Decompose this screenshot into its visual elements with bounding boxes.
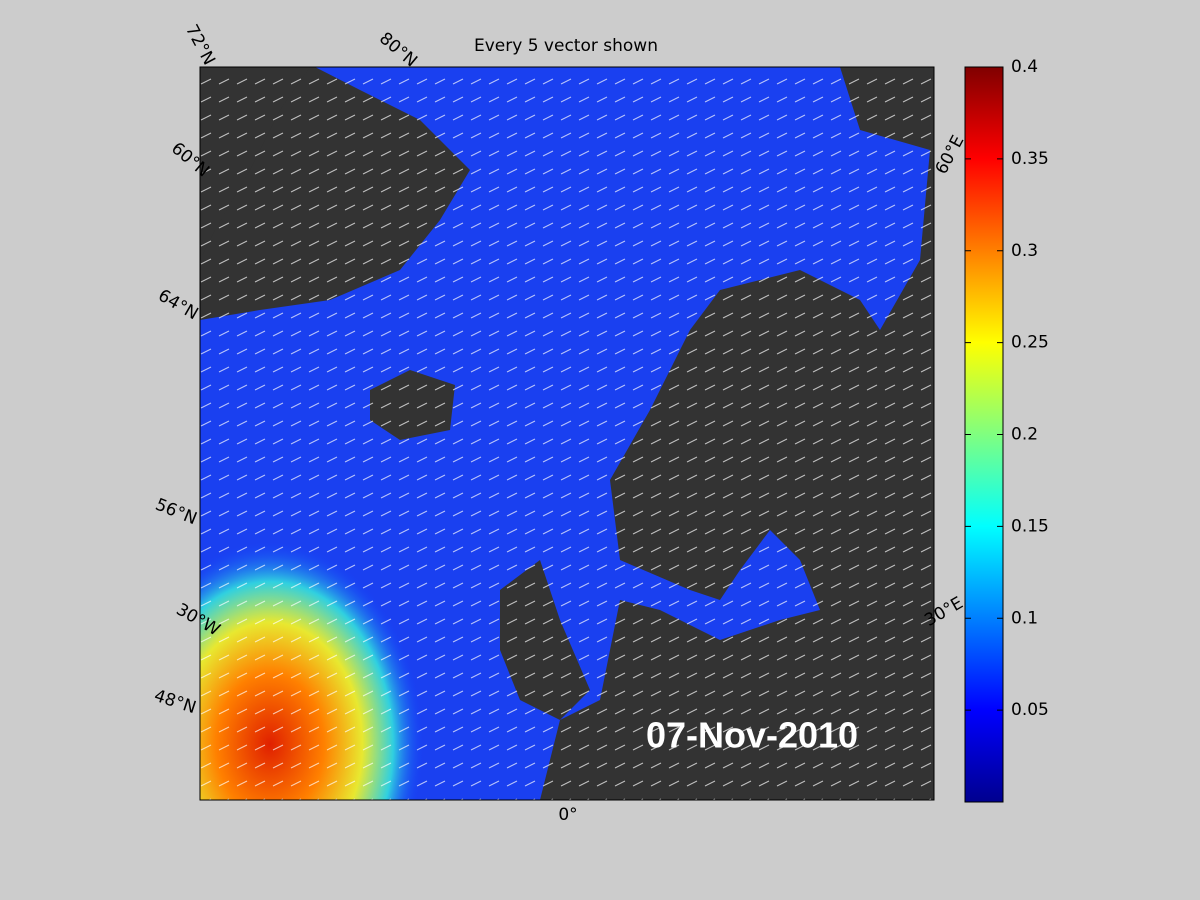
map: 07-Nov-2010 bbox=[199, 66, 935, 801]
date-label: 07-Nov-2010 bbox=[646, 715, 858, 756]
lat-label: 56°N bbox=[152, 495, 199, 530]
lat-label: 72°N bbox=[181, 21, 219, 68]
colorbar-scale bbox=[964, 66, 1004, 803]
map-frame bbox=[199, 66, 935, 801]
title: Every 5 vector shown bbox=[474, 36, 658, 56]
lon-label: 0° bbox=[558, 805, 577, 825]
colorbar-tick-label: 0.4 bbox=[1011, 57, 1038, 77]
lat-label: 80°N bbox=[375, 29, 421, 72]
colorbar-tick-label: 0.15 bbox=[1011, 516, 1049, 536]
lat-label: 64°N bbox=[154, 286, 201, 325]
colorbar-tick-label: 0.1 bbox=[1011, 608, 1038, 628]
lat-label: 48°N bbox=[152, 686, 199, 718]
vectors bbox=[200, 67, 934, 800]
lon-label: 60°E bbox=[932, 132, 969, 177]
colorbar-tick-label: 0.2 bbox=[1011, 425, 1038, 445]
colorbar-tick-label: 0.25 bbox=[1011, 333, 1049, 353]
colorbar: 0.05 0.1 0.15 0.2 0.25 0.3 0.35 0.4 bbox=[964, 57, 1049, 803]
colorbar-tick-label: 0.3 bbox=[1011, 241, 1038, 261]
colorbar-tick-label: 0.35 bbox=[1011, 149, 1049, 169]
colorbar-tick-label: 0.05 bbox=[1011, 700, 1049, 720]
